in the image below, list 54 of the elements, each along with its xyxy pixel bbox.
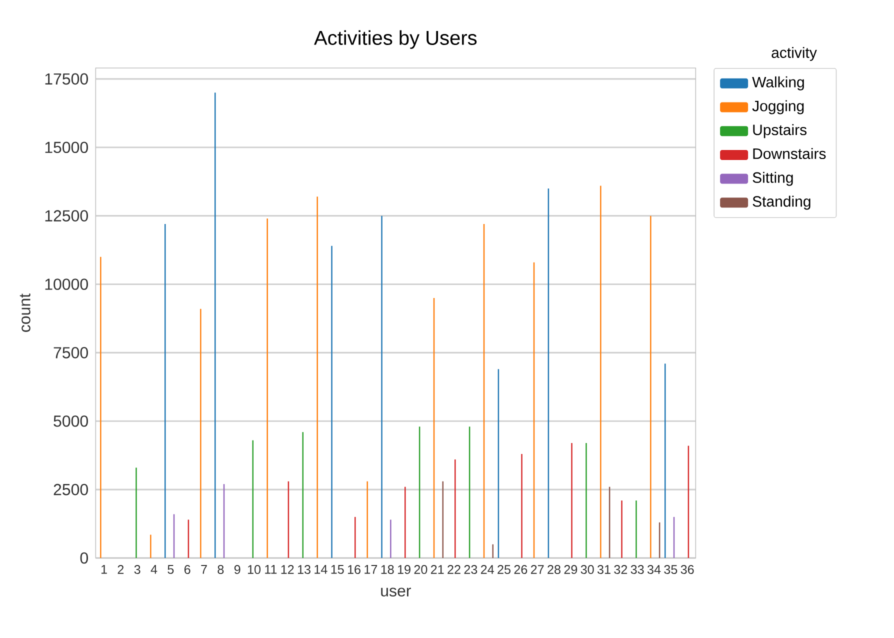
y-axis-title: count	[20, 294, 30, 332]
legend-label: Standing	[752, 196, 810, 210]
x-tick-label: 3	[134, 565, 140, 574]
chart-title: Activities by Users	[314, 30, 477, 49]
x-tick-label: 12	[281, 565, 294, 574]
x-tick-label: 26	[514, 565, 528, 574]
x-tick-label: 29	[564, 565, 578, 574]
y-tick-label: 15000	[45, 142, 88, 154]
y-tick-label: 10000	[45, 278, 88, 290]
x-tick-label: 21	[430, 565, 444, 574]
y-tick-label: 12500	[45, 210, 88, 222]
x-tick-label: 24	[480, 565, 494, 574]
x-tick-label: 6	[184, 565, 190, 574]
x-tick-label: 15	[331, 565, 344, 574]
legend-label: Downstairs	[753, 148, 826, 160]
y-tick-label: 17500	[45, 73, 88, 85]
x-tick-label: 28	[548, 565, 560, 574]
x-tick-label: 23	[464, 565, 478, 574]
x-axis-title: user	[381, 588, 411, 596]
x-tick-label: 10	[248, 565, 261, 574]
y-tick-label: 5000	[54, 415, 88, 427]
x-tick-label: 11	[265, 565, 277, 574]
legend-label: Jogging	[752, 100, 804, 114]
x-tick-label: 35	[664, 565, 678, 574]
x-tick-label: 1	[101, 565, 107, 574]
x-tick-label: 2	[118, 565, 124, 574]
x-tick-label: 19	[398, 565, 410, 574]
x-tick-label: 25	[498, 565, 510, 574]
legend-label: Sitting	[752, 172, 793, 186]
x-tick-label: 30	[580, 565, 594, 574]
x-tick-label: 31	[597, 565, 610, 574]
x-tick-label: 9	[234, 565, 240, 574]
y-tick-label: 2500	[54, 484, 88, 496]
x-tick-label: 33	[630, 565, 644, 574]
x-tick-label: 16	[348, 565, 360, 574]
legend-title: activity	[772, 46, 817, 61]
legend-label: Upstairs	[753, 124, 807, 138]
x-tick-label: 22	[448, 565, 460, 574]
x-tick-label: 8	[218, 565, 224, 574]
x-tick-label: 34	[647, 565, 661, 574]
y-tick-label: 7500	[54, 347, 88, 358]
y-tick-label: 0	[80, 552, 88, 564]
x-tick-label: 13	[298, 565, 310, 574]
x-tick-label: 5	[168, 565, 174, 574]
x-tick-label: 14	[314, 565, 328, 574]
x-tick-label: 17	[364, 565, 378, 574]
legend-label: Walking	[752, 76, 804, 90]
x-tick-label: 4	[150, 565, 158, 574]
x-tick-label: 36	[680, 565, 694, 574]
x-tick-label: 7	[201, 565, 207, 574]
x-tick-label: 32	[614, 565, 628, 574]
x-tick-label: 27	[530, 565, 544, 574]
x-tick-label: 20	[414, 565, 428, 574]
x-tick-label: 18	[381, 565, 394, 574]
